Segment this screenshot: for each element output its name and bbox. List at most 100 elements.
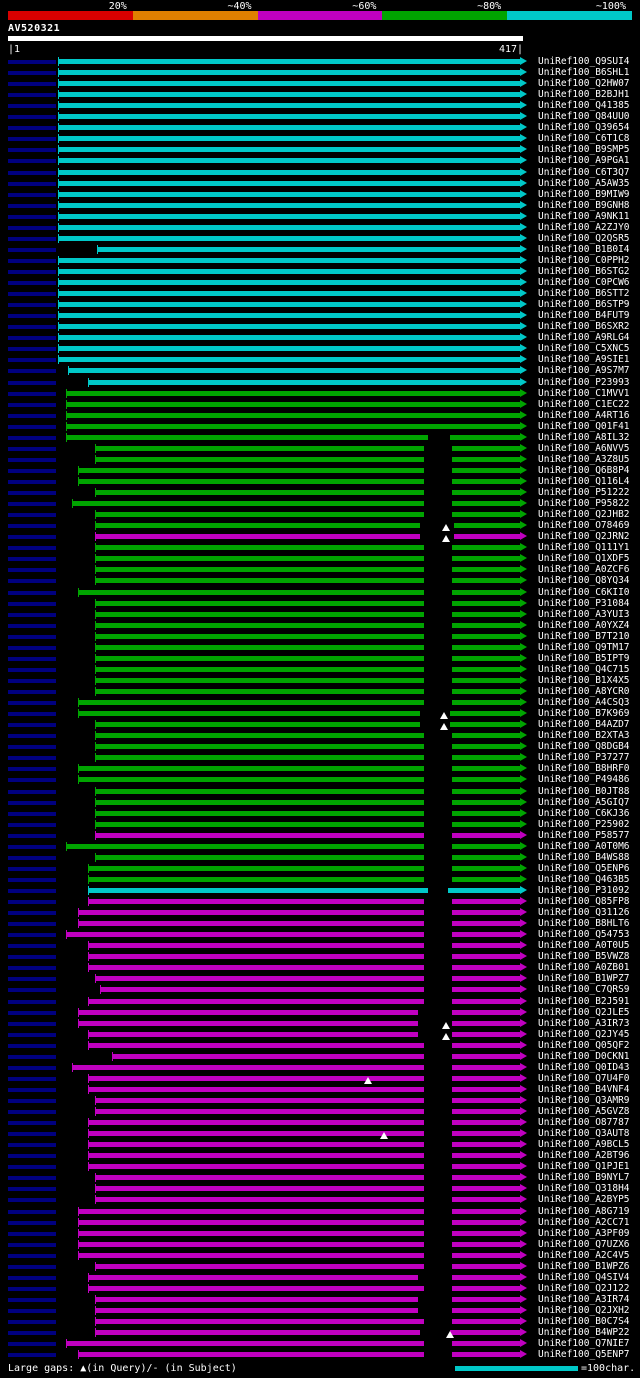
hit-label[interactable]: UniRef100_B0C7S4 — [538, 1316, 630, 1328]
hit-label[interactable]: UniRef100_B5VWZ8 — [538, 951, 630, 963]
hit-bar[interactable] — [78, 467, 520, 473]
hit-label[interactable]: UniRef100_B4WS88 — [538, 851, 630, 863]
hit-bar[interactable] — [78, 1230, 520, 1236]
hit-label[interactable]: UniRef100_Q5ENP6 — [538, 862, 630, 874]
hit-label[interactable]: UniRef100_B7K969 — [538, 708, 630, 720]
hit-label[interactable]: UniRef100_C6T1C8 — [538, 133, 630, 145]
hit-bar[interactable] — [95, 633, 520, 639]
hit-bar[interactable] — [100, 987, 520, 993]
hit-bar[interactable] — [95, 567, 520, 573]
hit-bar[interactable] — [88, 1285, 520, 1291]
hit-label[interactable]: UniRef100_A0YXZ4 — [538, 619, 630, 631]
hit-bar[interactable] — [58, 224, 520, 230]
hit-bar[interactable] — [88, 954, 520, 960]
hit-label[interactable]: UniRef100_P58577 — [538, 829, 630, 841]
hit-label[interactable]: UniRef100_Q7U4F0 — [538, 1072, 630, 1084]
hit-label[interactable]: UniRef100_C1MVV1 — [538, 387, 630, 399]
hit-bar[interactable] — [95, 722, 520, 728]
hit-bar[interactable] — [78, 766, 520, 772]
hit-bar[interactable] — [88, 1031, 520, 1037]
hit-bar[interactable] — [58, 280, 520, 286]
hit-label[interactable]: UniRef100_Q1XDF5 — [538, 553, 630, 565]
hit-label[interactable]: UniRef100_Q3AMR9 — [538, 1094, 630, 1106]
hit-label[interactable]: UniRef100_Q6B8P4 — [538, 464, 630, 476]
hit-bar[interactable] — [88, 379, 520, 385]
hit-label[interactable]: UniRef100_D0CKN1 — [538, 1050, 630, 1062]
hit-label[interactable]: UniRef100_A9BCL5 — [538, 1139, 630, 1151]
hit-bar[interactable] — [58, 313, 520, 319]
hit-label[interactable]: UniRef100_Q05QF2 — [538, 1039, 630, 1051]
hit-label[interactable]: UniRef100_A8YCR0 — [538, 686, 630, 698]
hit-bar[interactable] — [95, 644, 520, 650]
hit-label[interactable]: UniRef100_P31084 — [538, 597, 630, 609]
hit-bar[interactable] — [95, 1307, 520, 1313]
hit-bar[interactable] — [58, 59, 520, 64]
hit-label[interactable]: UniRef100_Q2HW07 — [538, 78, 630, 90]
hit-label[interactable]: UniRef100_Q2J122 — [538, 1282, 630, 1294]
hit-bar[interactable] — [78, 1020, 520, 1026]
hit-label[interactable]: UniRef100_C6KII0 — [538, 586, 630, 598]
hit-bar[interactable] — [95, 445, 520, 451]
hit-label[interactable]: UniRef100_A0T0U5 — [538, 940, 630, 952]
hit-bar[interactable] — [78, 1241, 520, 1247]
hit-bar[interactable] — [58, 158, 520, 164]
hit-label[interactable]: UniRef100_Q8YQ34 — [538, 575, 630, 587]
hit-label[interactable]: UniRef100_C6KJ36 — [538, 807, 630, 819]
hit-label[interactable]: UniRef100_A6NVV5 — [538, 442, 630, 454]
hit-bar[interactable] — [88, 1042, 520, 1048]
hit-label[interactable]: UniRef100_Q41385 — [538, 100, 630, 112]
hit-label[interactable]: UniRef100_B9NYL7 — [538, 1172, 630, 1184]
hit-label[interactable]: UniRef100_Q2JHB2 — [538, 509, 630, 521]
hit-label[interactable]: UniRef100_A9S7M7 — [538, 365, 630, 377]
hit-label[interactable]: UniRef100_A3Z8U5 — [538, 453, 630, 465]
hit-bar[interactable] — [58, 81, 520, 87]
hit-bar[interactable] — [58, 302, 520, 308]
hit-bar[interactable] — [97, 246, 520, 252]
hit-label[interactable]: UniRef100_Q4C715 — [538, 663, 630, 675]
hit-label[interactable]: UniRef100_O87787 — [538, 1117, 630, 1129]
hit-bar[interactable] — [58, 147, 520, 153]
hit-label[interactable]: UniRef100_A0ZCF6 — [538, 564, 630, 576]
hit-bar[interactable] — [58, 213, 520, 219]
hit-label[interactable]: UniRef100_B2XTA3 — [538, 730, 630, 742]
hit-bar[interactable] — [88, 865, 520, 871]
hit-bar[interactable] — [95, 534, 520, 540]
hit-label[interactable]: UniRef100_A9PGA1 — [538, 155, 630, 167]
hit-bar[interactable] — [95, 456, 520, 462]
hit-bar[interactable] — [58, 291, 520, 297]
hit-bar[interactable] — [68, 368, 520, 374]
hit-label[interactable]: UniRef100_Q5ENP7 — [538, 1349, 630, 1361]
hit-label[interactable]: UniRef100_B0JT88 — [538, 785, 630, 797]
hit-bar[interactable] — [88, 1075, 520, 1081]
hit-bar[interactable] — [95, 1296, 520, 1302]
hit-label[interactable]: UniRef100_Q463B5 — [538, 873, 630, 885]
hit-label[interactable]: UniRef100_A9NK11 — [538, 210, 630, 222]
hit-label[interactable]: UniRef100_Q3AUT8 — [538, 1128, 630, 1140]
hit-bar[interactable] — [95, 1330, 520, 1336]
hit-label[interactable]: UniRef100_Q4SIV4 — [538, 1271, 630, 1283]
hit-label[interactable]: UniRef100_B1X4X5 — [538, 674, 630, 686]
hit-bar[interactable] — [72, 501, 520, 507]
hit-bar[interactable] — [78, 589, 520, 595]
hit-bar[interactable] — [58, 114, 520, 120]
hit-label[interactable]: UniRef100_B6STT2 — [538, 288, 630, 300]
hit-label[interactable]: UniRef100_A2BYP5 — [538, 1194, 630, 1206]
hit-label[interactable]: UniRef100_Q0ID43 — [538, 1061, 630, 1073]
hit-bar[interactable] — [88, 943, 520, 949]
hit-bar[interactable] — [95, 666, 520, 672]
hit-label[interactable]: UniRef100_B2BJH1 — [538, 89, 630, 101]
hit-bar[interactable] — [88, 965, 520, 971]
hit-bar[interactable] — [78, 1219, 520, 1225]
hit-label[interactable]: UniRef100_P23993 — [538, 376, 630, 388]
hit-bar[interactable] — [88, 1120, 520, 1126]
hit-label[interactable]: UniRef100_Q2QSR5 — [538, 232, 630, 244]
hit-bar[interactable] — [78, 1009, 520, 1015]
hit-label[interactable]: UniRef100_Q9TM17 — [538, 641, 630, 653]
hit-bar[interactable] — [95, 788, 520, 794]
hit-bar[interactable] — [66, 1341, 520, 1347]
hit-label[interactable]: UniRef100_A3PF09 — [538, 1227, 630, 1239]
hit-label[interactable]: UniRef100_C7QRS9 — [538, 984, 630, 996]
hit-label[interactable]: UniRef100_B1WPZ7 — [538, 973, 630, 985]
hit-label[interactable]: UniRef100_B8HLT6 — [538, 918, 630, 930]
hit-label[interactable]: UniRef100_B4VNF4 — [538, 1083, 630, 1095]
